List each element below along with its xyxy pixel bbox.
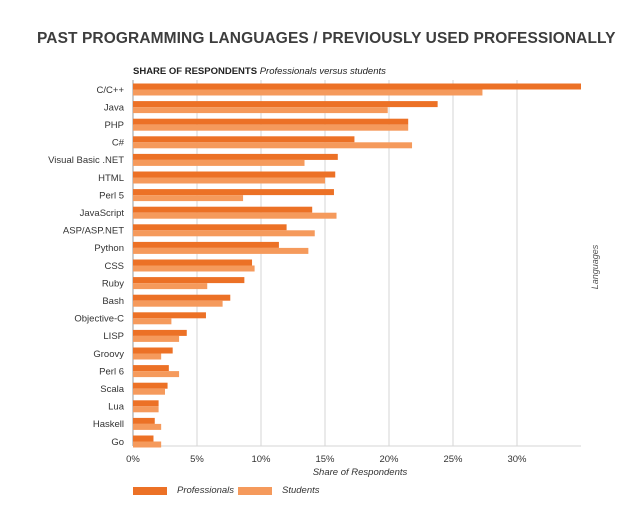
category-label: Java xyxy=(104,102,125,113)
category-label: ASP/ASP.NET xyxy=(63,226,124,237)
category-label: HTML xyxy=(98,173,124,184)
x-tick-labels: 0% 5% 10% 15% 20% 25% 30% xyxy=(126,454,527,465)
category-label: Haskell xyxy=(93,419,124,430)
category-label: CSS xyxy=(104,261,124,272)
category-label: Groovy xyxy=(93,349,124,360)
legend-label-students: Students xyxy=(282,485,320,496)
bar-professionals xyxy=(133,136,355,143)
bar-students xyxy=(133,107,388,114)
legend-label-professionals: Professionals xyxy=(177,485,235,496)
bar-students xyxy=(133,318,172,325)
x-tick-label: 5% xyxy=(190,454,204,465)
x-tick-label: 20% xyxy=(379,454,399,465)
bar-professionals xyxy=(133,259,253,266)
bar-students xyxy=(133,423,162,430)
bar-students xyxy=(133,195,244,202)
bar-students xyxy=(133,353,162,360)
x-tick-label: 25% xyxy=(443,454,463,465)
category-label: C# xyxy=(112,138,125,149)
legend-students: Students xyxy=(238,485,320,496)
bar-professionals xyxy=(133,118,409,125)
legend-professionals: Professionals xyxy=(133,485,234,496)
bar-students xyxy=(133,142,413,149)
bar-professionals xyxy=(133,277,245,284)
category-label: Lua xyxy=(108,402,125,413)
bar-professionals xyxy=(133,417,155,424)
bar-professionals xyxy=(133,171,336,178)
bar-professionals xyxy=(133,241,279,248)
bar-professionals xyxy=(133,400,159,407)
x-tick-label: 30% xyxy=(507,454,527,465)
bar-professionals xyxy=(133,206,313,213)
bar-students xyxy=(133,388,165,395)
category-label: Python xyxy=(94,243,124,254)
chart-subtitle: SHARE OF RESPONDENTS Professionals versu… xyxy=(133,66,386,77)
bar-professionals xyxy=(133,294,231,301)
bar-students xyxy=(133,159,305,166)
bar-students xyxy=(133,300,223,307)
bar-professionals xyxy=(133,224,287,231)
bar-professionals xyxy=(133,365,169,372)
bar-students xyxy=(133,371,180,378)
bar-professionals xyxy=(133,312,206,319)
bar-students xyxy=(133,283,208,290)
category-label: Go xyxy=(111,437,124,448)
bar-students xyxy=(133,230,315,237)
category-label: Bash xyxy=(102,296,124,307)
bar-professionals xyxy=(133,329,187,336)
category-label: Visual Basic .NET xyxy=(48,155,124,166)
bar-students xyxy=(133,265,255,272)
y-axis-label: Languages xyxy=(590,244,600,289)
bar-professionals xyxy=(133,101,438,108)
subtitle-strong: SHARE OF RESPONDENTS xyxy=(133,66,258,77)
x-tick-label: 0% xyxy=(126,454,140,465)
x-tick-label: 15% xyxy=(315,454,335,465)
bar-students xyxy=(133,406,159,413)
bar-professionals xyxy=(133,382,168,389)
bar-professionals xyxy=(133,189,334,196)
category-label: Perl 5 xyxy=(99,190,124,201)
bars xyxy=(133,83,581,448)
bar-professionals xyxy=(133,347,173,354)
category-label: Objective-C xyxy=(74,314,124,325)
category-label: Scala xyxy=(100,384,124,395)
bar-students xyxy=(133,177,325,184)
page-title: PAST PROGRAMMING LANGUAGES / PREVIOUSLY … xyxy=(37,30,616,47)
bar-professionals xyxy=(133,153,338,160)
legend-swatch-professionals xyxy=(133,486,167,495)
category-label: C/C++ xyxy=(97,85,125,96)
category-label: Ruby xyxy=(102,278,124,289)
legend-swatch-students xyxy=(238,486,272,495)
category-label: Perl 6 xyxy=(99,366,124,377)
category-label: PHP xyxy=(104,120,124,131)
bar-professionals xyxy=(133,83,581,90)
category-label: LISP xyxy=(103,331,124,342)
category-labels: C/C++ Java PHP C# Visual Basic .NET HTML Perl … xyxy=(48,85,125,448)
x-axis-label: Share of Respondents xyxy=(313,467,408,478)
bar-students xyxy=(133,124,409,131)
bar-students xyxy=(133,247,309,254)
bar-professionals xyxy=(133,435,154,442)
x-tick-label: 10% xyxy=(251,454,271,465)
bar-students xyxy=(133,441,162,448)
subtitle-em: Professionals versus students xyxy=(259,66,386,77)
bar-students xyxy=(133,212,337,219)
category-label: JavaScript xyxy=(80,208,125,219)
bar-students xyxy=(133,335,180,342)
bar-students xyxy=(133,89,483,96)
